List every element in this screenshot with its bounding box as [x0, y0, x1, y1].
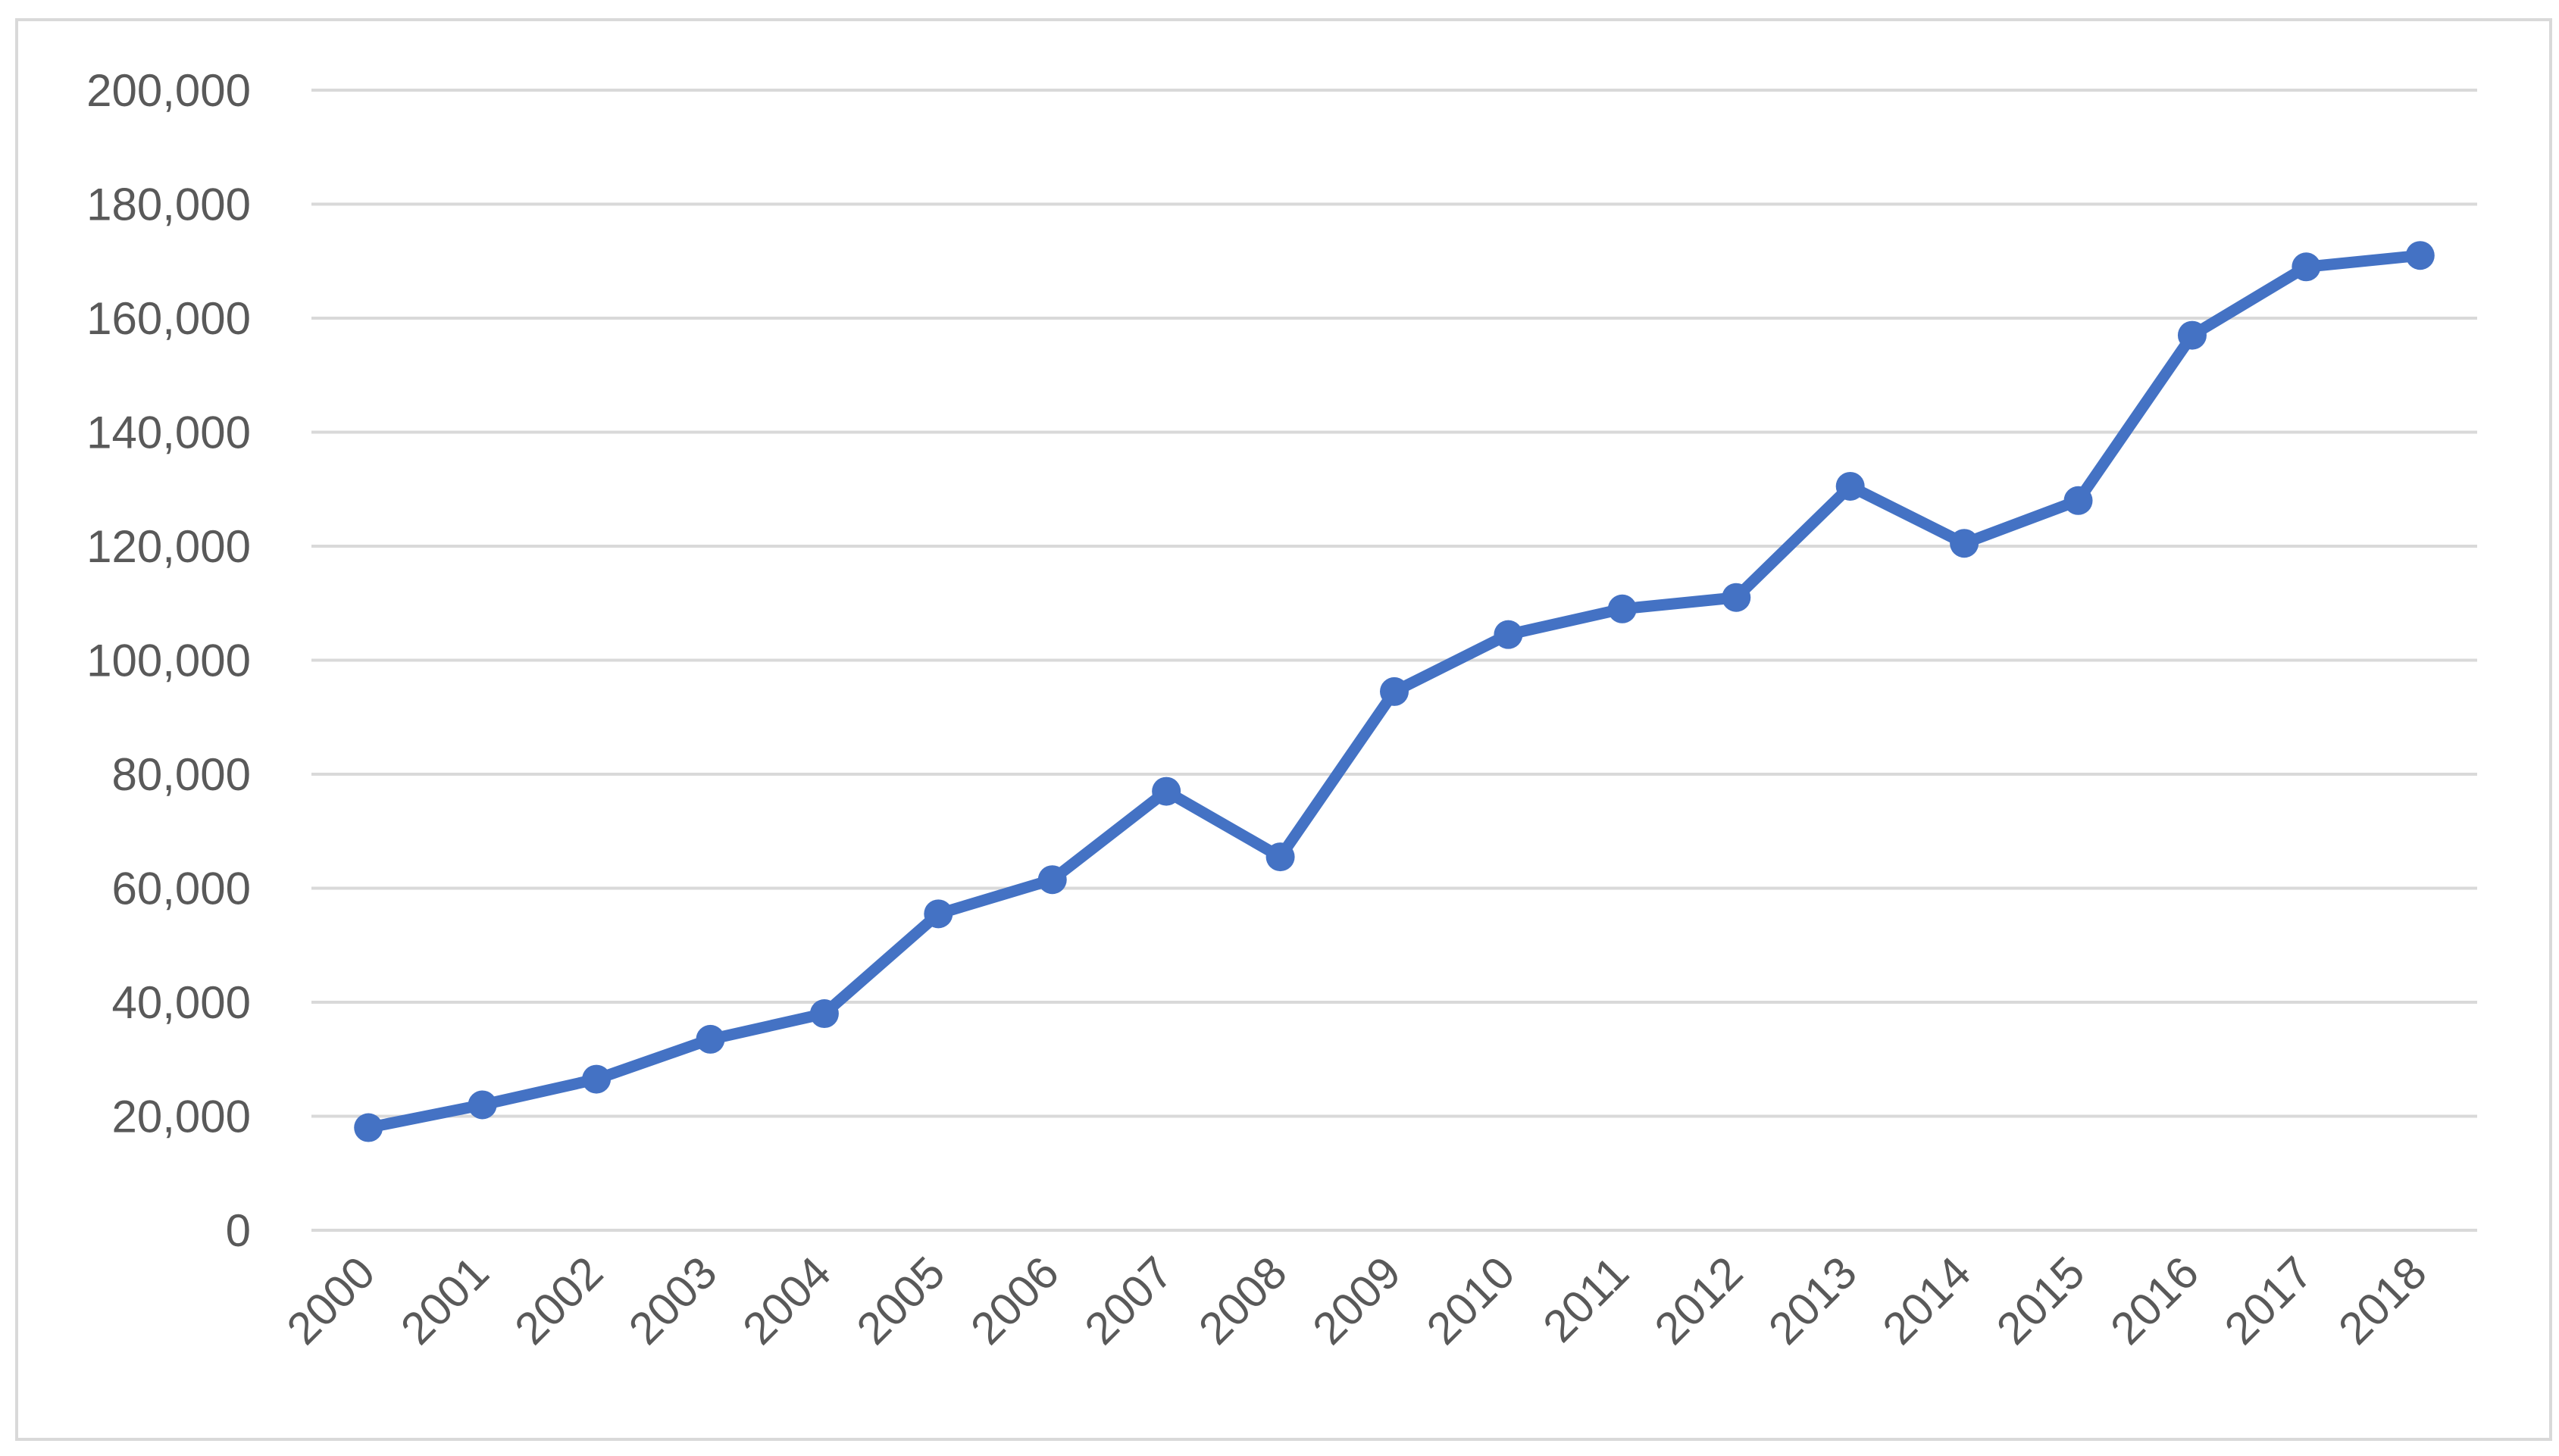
point: [1835, 471, 1865, 501]
y-tick-label: 200,000: [86, 65, 251, 116]
point: [468, 1090, 497, 1120]
point: [1722, 583, 1751, 612]
point: [2405, 241, 2435, 270]
y-tick-label: 120,000: [86, 521, 251, 572]
chart-border: [15, 18, 2552, 1441]
point: [1380, 676, 1409, 706]
point: [1607, 594, 1637, 623]
point: [1265, 842, 1295, 872]
point: [2177, 320, 2207, 350]
point: [2292, 252, 2321, 282]
point: [1037, 865, 1067, 895]
y-tick-label: 80,000: [111, 749, 251, 800]
y-tick-label: 180,000: [86, 180, 251, 230]
point: [924, 899, 953, 929]
y-tick-label: 160,000: [86, 293, 251, 344]
y-tick-label: 0: [226, 1205, 251, 1256]
y-tick-label: 20,000: [111, 1092, 251, 1142]
point: [1950, 529, 1979, 558]
point: [582, 1064, 612, 1094]
point: [2063, 486, 2093, 515]
point: [696, 1024, 725, 1054]
y-tick-label: 100,000: [86, 636, 251, 686]
point: [354, 1113, 383, 1142]
y-tick-label: 60,000: [111, 864, 251, 914]
point: [809, 999, 839, 1029]
y-tick-label: 140,000: [86, 408, 251, 458]
y-tick-label: 40,000: [111, 977, 251, 1028]
point: [1152, 776, 1181, 806]
point: [1494, 620, 1523, 649]
